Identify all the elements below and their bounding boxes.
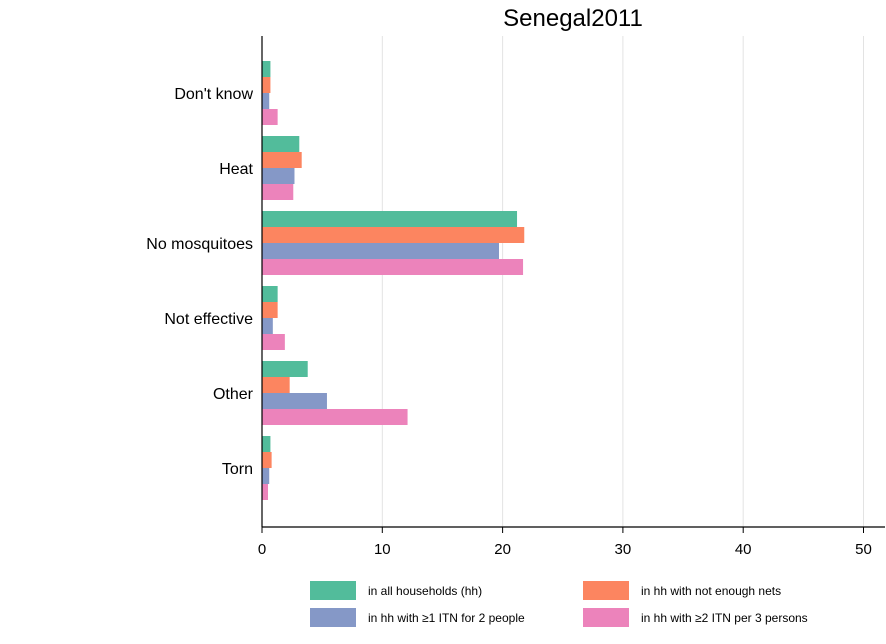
category-labels: Don't know Heat No mosquitoes Not effective… bbox=[146, 86, 253, 478]
bar bbox=[262, 227, 525, 243]
x-tick-label: 30 bbox=[615, 541, 632, 558]
x-tick-label: 0 bbox=[258, 541, 266, 558]
bar bbox=[262, 109, 278, 125]
chart-title: Senegal2011 bbox=[503, 5, 643, 32]
x-tick-label: 40 bbox=[735, 541, 752, 558]
bar bbox=[262, 211, 518, 227]
legend-label: in hh with ≥2 ITN per 3 persons bbox=[641, 611, 808, 625]
grid-lines bbox=[381, 36, 864, 527]
bar bbox=[262, 484, 269, 500]
bar bbox=[262, 393, 327, 409]
x-tick-label: 20 bbox=[494, 541, 511, 558]
legend-swatch bbox=[583, 581, 629, 600]
category-label: Not effective bbox=[164, 311, 253, 328]
bar bbox=[262, 136, 300, 152]
x-tick-label: 50 bbox=[855, 541, 872, 558]
bar bbox=[262, 334, 285, 350]
bar bbox=[262, 286, 278, 302]
bar bbox=[262, 168, 295, 184]
bar bbox=[262, 452, 272, 468]
category-label: Heat bbox=[219, 161, 253, 178]
bar bbox=[262, 243, 499, 259]
bar bbox=[262, 77, 271, 93]
x-tick-label: 10 bbox=[374, 541, 391, 558]
bar bbox=[262, 61, 271, 77]
axes bbox=[261, 36, 885, 533]
category-label: Don't know bbox=[174, 86, 253, 103]
legend-label: in hh with ≥1 ITN for 2 people bbox=[368, 611, 525, 625]
category-label: No mosquitoes bbox=[146, 236, 253, 253]
legend-swatch bbox=[310, 608, 356, 627]
bar bbox=[262, 436, 271, 452]
bar bbox=[262, 468, 270, 484]
bar bbox=[262, 361, 308, 377]
legend-swatch bbox=[583, 608, 629, 627]
legend-swatch bbox=[310, 581, 356, 600]
bar bbox=[262, 93, 270, 109]
category-label: Torn bbox=[222, 461, 253, 478]
bar bbox=[262, 184, 294, 200]
bars bbox=[262, 61, 525, 500]
bar bbox=[262, 259, 524, 275]
x-tick-labels: 0 10 20 30 40 50 bbox=[258, 541, 872, 558]
legend-label: in hh with not enough nets bbox=[641, 584, 781, 598]
legend: in all households (hh) in hh with not eno… bbox=[310, 581, 808, 627]
bar bbox=[262, 302, 278, 318]
bar bbox=[262, 318, 273, 334]
legend-label: in all households (hh) bbox=[368, 584, 482, 598]
bar bbox=[262, 152, 302, 168]
bar bbox=[262, 409, 408, 425]
category-label: Other bbox=[213, 386, 254, 403]
bar bbox=[262, 377, 290, 393]
